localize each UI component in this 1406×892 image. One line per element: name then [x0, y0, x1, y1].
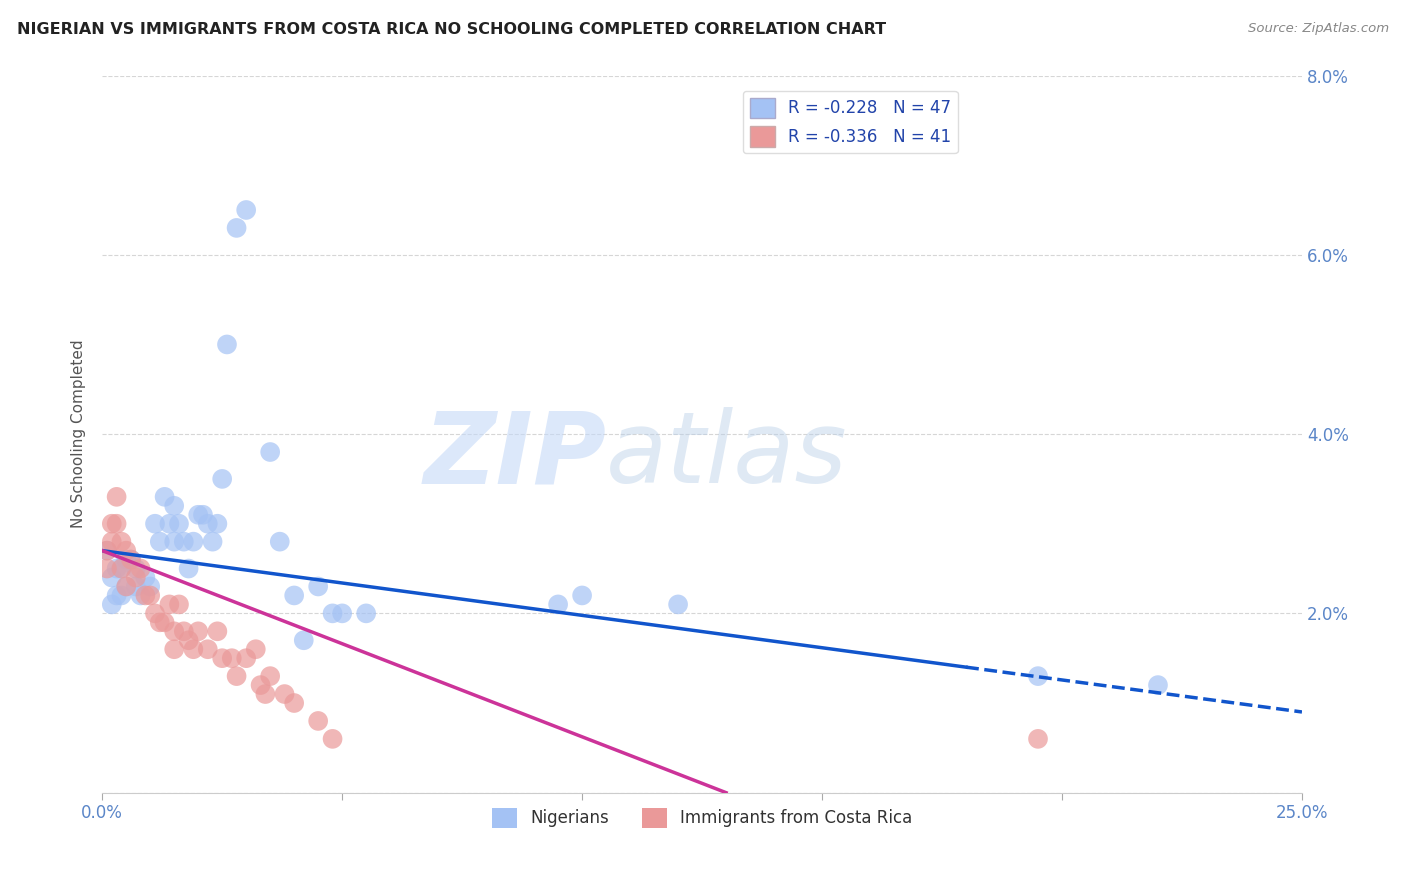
Point — [183, 642, 205, 657]
Point — [115, 579, 138, 593]
Point — [173, 624, 195, 639]
Point — [666, 598, 689, 612]
Point — [167, 598, 190, 612]
Point — [105, 561, 128, 575]
Point — [307, 714, 329, 728]
Point — [149, 615, 172, 630]
Point — [322, 731, 344, 746]
Point — [115, 552, 138, 566]
Point — [1026, 669, 1049, 683]
Point — [211, 472, 233, 486]
Point — [110, 534, 132, 549]
Point — [157, 598, 180, 612]
Point — [197, 642, 219, 657]
Point — [191, 508, 214, 522]
Point — [125, 570, 148, 584]
Point — [1026, 731, 1049, 746]
Point — [134, 589, 156, 603]
Point — [101, 570, 124, 584]
Point — [101, 534, 124, 549]
Point — [110, 589, 132, 603]
Point — [292, 633, 315, 648]
Point — [173, 534, 195, 549]
Point — [1147, 678, 1170, 692]
Point — [153, 615, 176, 630]
Point — [354, 607, 377, 621]
Point — [143, 607, 166, 621]
Point — [129, 561, 152, 575]
Text: atlas: atlas — [606, 407, 848, 504]
Point — [153, 490, 176, 504]
Point — [235, 202, 257, 217]
Point — [283, 696, 305, 710]
Point — [105, 589, 128, 603]
Point — [207, 516, 229, 531]
Point — [187, 624, 209, 639]
Point — [120, 552, 142, 566]
Point — [96, 561, 118, 575]
Point — [143, 516, 166, 531]
Text: Source: ZipAtlas.com: Source: ZipAtlas.com — [1249, 22, 1389, 36]
Point — [211, 651, 233, 665]
Point — [215, 337, 238, 351]
Point — [129, 589, 152, 603]
Point — [149, 534, 172, 549]
Point — [207, 624, 229, 639]
Point — [547, 598, 569, 612]
Point — [110, 561, 132, 575]
Point — [283, 589, 305, 603]
Point — [163, 499, 186, 513]
Point — [115, 543, 138, 558]
Point — [221, 651, 243, 665]
Point — [105, 490, 128, 504]
Point — [330, 607, 353, 621]
Point — [259, 445, 281, 459]
Point — [322, 607, 344, 621]
Point — [163, 624, 186, 639]
Point — [273, 687, 295, 701]
Point — [120, 552, 142, 566]
Point — [139, 589, 162, 603]
Point — [245, 642, 267, 657]
Point — [225, 221, 247, 235]
Point — [163, 534, 186, 549]
Point — [134, 570, 156, 584]
Text: ZIP: ZIP — [423, 407, 606, 504]
Point — [163, 642, 186, 657]
Point — [197, 516, 219, 531]
Point — [96, 543, 118, 558]
Y-axis label: No Schooling Completed: No Schooling Completed — [72, 340, 86, 528]
Point — [177, 633, 200, 648]
Point — [125, 579, 148, 593]
Point — [139, 579, 162, 593]
Point — [110, 561, 132, 575]
Point — [183, 534, 205, 549]
Point — [115, 579, 138, 593]
Legend: Nigerians, Immigrants from Costa Rica: Nigerians, Immigrants from Costa Rica — [485, 801, 920, 835]
Point — [249, 678, 271, 692]
Point — [254, 687, 277, 701]
Point — [225, 669, 247, 683]
Point — [125, 561, 148, 575]
Point — [105, 516, 128, 531]
Point — [571, 589, 593, 603]
Point — [201, 534, 224, 549]
Point — [101, 516, 124, 531]
Point — [187, 508, 209, 522]
Point — [307, 579, 329, 593]
Point — [157, 516, 180, 531]
Point — [235, 651, 257, 665]
Point — [177, 561, 200, 575]
Point — [101, 598, 124, 612]
Point — [269, 534, 291, 549]
Point — [96, 543, 118, 558]
Text: NIGERIAN VS IMMIGRANTS FROM COSTA RICA NO SCHOOLING COMPLETED CORRELATION CHART: NIGERIAN VS IMMIGRANTS FROM COSTA RICA N… — [17, 22, 886, 37]
Point — [259, 669, 281, 683]
Point — [167, 516, 190, 531]
